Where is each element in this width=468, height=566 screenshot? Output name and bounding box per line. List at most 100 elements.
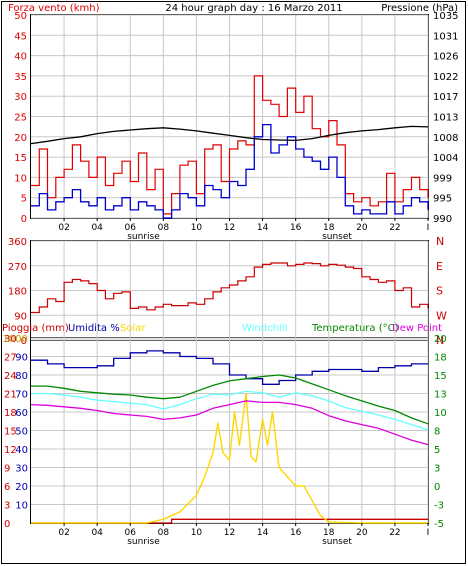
direction-compass-2: S — [436, 285, 443, 298]
wind-xaxis-tick-label-08: 08 — [158, 223, 170, 233]
humidity-ytick-60: 60 — [15, 408, 28, 419]
wind-xaxis-tick-label-12: 12 — [224, 223, 235, 233]
humidity-ytick-90: 90 — [15, 353, 28, 364]
series-solar — [31, 392, 428, 524]
wind-ytick-0: 0 — [21, 214, 27, 225]
pressure-ytick-999: 999 — [433, 173, 452, 184]
env-xaxis-tick-label-12: 12 — [224, 528, 235, 538]
wind-sunrise-label: sunrise — [127, 232, 160, 242]
env-xaxis-tick-label-10: 10 — [191, 528, 203, 538]
pressure-ytick-1022: 1022 — [433, 72, 458, 83]
solar-ytick-1000: 1000 — [3, 334, 28, 345]
temperature-ytick-8: 8 — [434, 427, 440, 438]
humidity-ytick-30: 30 — [15, 464, 28, 475]
wind-sunset-label: sunset — [322, 232, 352, 242]
rain-ytick-30: 30 — [4, 334, 17, 345]
wind-xaxis-tick-label-14: 14 — [257, 223, 269, 233]
pressure-axis-title: Pressione (hPa) — [381, 3, 458, 14]
env-xaxis-tick-label-22: 22 — [389, 528, 400, 538]
temperature-ytick-5: 5 — [434, 445, 440, 456]
env-xaxis-tick-label-I: I — [427, 528, 430, 538]
direction-ytick-0: 0 — [21, 336, 27, 347]
pressure-ytick-1008: 1008 — [433, 133, 458, 144]
dewpoint-legend: Dew Point — [392, 323, 442, 334]
temperature-ytick-15: 15 — [434, 371, 447, 382]
rain-ytick-27: 27 — [4, 353, 17, 364]
series-pressure — [30, 125, 429, 145]
wind-ytick-30: 30 — [14, 92, 27, 103]
env-xaxis-tick-label-14: 14 — [257, 528, 269, 538]
wind-xaxis-tick-label-18: 18 — [323, 223, 335, 233]
rain-legend: Pioggia (mm) — [2, 323, 69, 334]
windchill-legend: Windchill — [242, 323, 287, 334]
series-wind-direction — [31, 262, 429, 314]
chart-title: 24 hour graph day : 16 Marzo 2011 — [165, 3, 342, 14]
wind-ytick-15: 15 — [14, 153, 27, 164]
rain-ytick-9: 9 — [4, 464, 10, 475]
rain-ytick-12: 12 — [4, 445, 17, 456]
rain-ytick-0: 0 — [4, 519, 10, 530]
direction-compass-0: N — [436, 334, 444, 347]
rain-ytick-24: 24 — [4, 371, 17, 382]
pressure-ytick-1035: 1035 — [433, 11, 458, 22]
direction-compass-1: W — [436, 309, 447, 322]
env-xaxis-tick-label-18: 18 — [323, 528, 335, 538]
temperature-ytick-20: 20 — [434, 334, 447, 345]
pressure-ytick-995: 995 — [433, 194, 452, 205]
wind-ytick-50: 50 — [14, 11, 27, 22]
direction-ytick-90: 90 — [14, 311, 27, 322]
env-xaxis-tick-label-04: 04 — [91, 528, 103, 538]
humidity-ytick-20: 20 — [15, 482, 28, 493]
temperature-ytick-13: 13 — [434, 390, 447, 401]
wind-ytick-25: 25 — [14, 113, 27, 124]
direction-compass-4: N — [436, 235, 444, 248]
series-dewpoint — [30, 400, 429, 446]
temperature-ytick-3: 3 — [434, 464, 440, 475]
series-windchill — [31, 390, 429, 431]
rain-ytick-21: 21 — [4, 390, 17, 401]
env-xaxis-tick-label-06: 06 — [125, 528, 137, 538]
env-xaxis-tick-label-02: 02 — [58, 528, 69, 538]
wind-axis-title: Forza vento (kmh) — [8, 3, 100, 14]
chart-marks: 0510152025303540455099099599910041008101… — [3, 11, 459, 547]
pressure-ytick-1031: 1031 — [433, 31, 458, 42]
env-sunrise-label: sunrise — [127, 537, 160, 547]
humidity-ytick-40: 40 — [15, 445, 28, 456]
direction-ytick-270: 270 — [8, 262, 27, 273]
wind-ytick-40: 40 — [14, 52, 27, 63]
env-xaxis-tick-label-08: 08 — [158, 528, 170, 538]
temperature-ytick--3: -3 — [434, 501, 444, 512]
pressure-ytick-990: 990 — [433, 214, 452, 225]
wind-ytick-45: 45 — [14, 31, 27, 42]
humidity-ytick-70: 70 — [15, 390, 28, 401]
wind-xaxis-tick-label-I: I — [427, 223, 430, 233]
humidity-ytick-50: 50 — [15, 427, 28, 438]
humidity-legend: Umidita % — [68, 323, 120, 334]
wind-ytick-20: 20 — [14, 133, 27, 144]
wind-xaxis-tick-label-10: 10 — [191, 223, 203, 233]
temperature-ytick--5: -5 — [434, 519, 444, 530]
solar-legend: Solar — [120, 323, 146, 334]
wind-xaxis-tick-label-04: 04 — [91, 223, 103, 233]
pressure-ytick-1004: 1004 — [433, 153, 458, 164]
direction-ytick-360: 360 — [8, 237, 27, 248]
direction-compass-3: E — [436, 260, 443, 273]
rain-ytick-6: 6 — [4, 482, 10, 493]
environment-legend: Pioggia (mm) Umidita % Solar Windchill T… — [2, 323, 442, 334]
pressure-ytick-1013: 1013 — [433, 113, 458, 124]
temperature-ytick-0: 0 — [434, 482, 440, 493]
pressure-ytick-1017: 1017 — [433, 92, 458, 103]
rain-ytick-15: 15 — [4, 427, 17, 438]
pressure-ytick-1026: 1026 — [433, 52, 458, 63]
env-xaxis-tick-label-20: 20 — [356, 528, 368, 538]
series-humidity — [31, 350, 428, 385]
wind-xaxis-tick-label-22: 22 — [389, 223, 400, 233]
series-temperature — [31, 374, 429, 425]
wind-xaxis-tick-label-06: 06 — [125, 223, 137, 233]
temperature-legend: Temperatura (°C) — [311, 323, 399, 334]
series-wind-avg — [31, 123, 429, 219]
series-rain — [31, 518, 428, 524]
humidity-ytick-80: 80 — [15, 371, 28, 382]
